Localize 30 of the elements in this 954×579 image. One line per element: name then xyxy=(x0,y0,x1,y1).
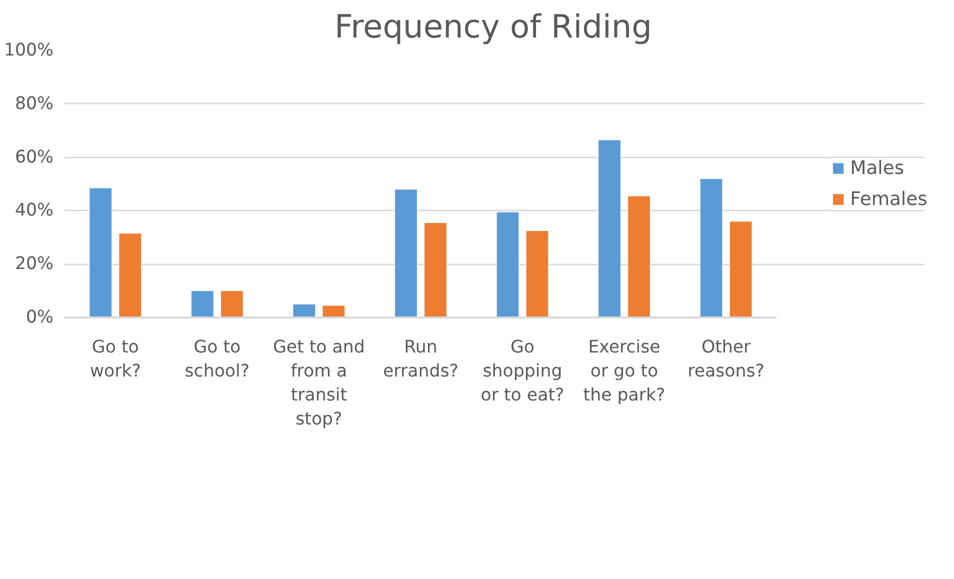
bar xyxy=(118,233,142,318)
bar xyxy=(598,140,621,318)
x-tick-label: Get to and from a transit stop? xyxy=(272,338,365,430)
legend-label: Males xyxy=(850,158,904,178)
x-tick-label: Go to work? xyxy=(90,338,141,382)
y-tick-label: 0% xyxy=(26,308,54,328)
y-tick-label: 40% xyxy=(14,200,54,221)
chart-title: Frequency of Riding xyxy=(334,8,652,46)
bar xyxy=(394,189,418,318)
bar xyxy=(190,290,214,318)
bar xyxy=(496,212,520,318)
bar xyxy=(220,290,244,318)
bar xyxy=(700,178,723,318)
bar xyxy=(628,196,650,318)
bar xyxy=(292,304,316,318)
bar xyxy=(322,305,346,318)
bar xyxy=(526,230,549,318)
bar xyxy=(89,188,112,318)
y-tick-label: 100% xyxy=(4,40,54,60)
bar xyxy=(729,221,752,318)
x-tick-label: Go to school? xyxy=(184,338,250,382)
y-tick-label: 20% xyxy=(14,254,54,274)
bar xyxy=(424,222,447,318)
y-tick-label: 60% xyxy=(14,147,54,168)
x-tick-label: Exercise or go to the park? xyxy=(583,338,666,406)
x-tick-label: Run errands? xyxy=(383,338,458,382)
x-tick-label: Go shopping or to eat? xyxy=(480,338,564,406)
y-tick-label: 80% xyxy=(14,94,54,114)
x-tick-label: Other reasons? xyxy=(688,338,764,382)
legend-label: Females xyxy=(850,188,928,210)
